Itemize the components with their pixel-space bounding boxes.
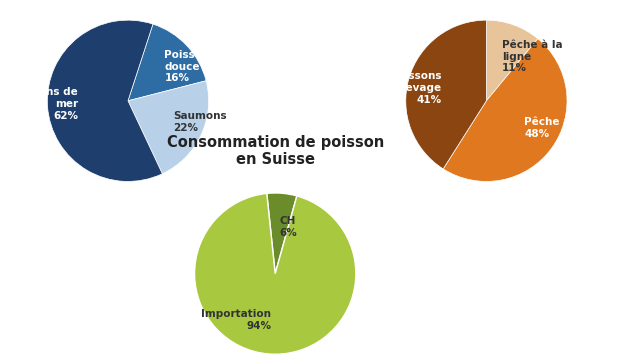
Text: Poissons de
mer
62%: Poissons de mer 62%: [8, 87, 78, 121]
Text: Pêche au filet
48%: Pêche au filet 48%: [524, 117, 605, 139]
Text: Importation
94%: Importation 94%: [202, 309, 271, 331]
Wedge shape: [406, 20, 486, 169]
Wedge shape: [128, 81, 209, 174]
Wedge shape: [267, 193, 297, 274]
Text: Pêche à la
ligne
11%: Pêche à la ligne 11%: [502, 40, 563, 73]
Text: CH
6%: CH 6%: [279, 216, 297, 238]
Text: Poissons
d'élevage
41%: Poissons d'élevage 41%: [385, 71, 442, 105]
Wedge shape: [128, 24, 206, 101]
Text: Saumons
22%: Saumons 22%: [173, 111, 227, 133]
Title: Consommation de poisson
en Suisse: Consommation de poisson en Suisse: [166, 135, 384, 167]
Wedge shape: [443, 39, 567, 181]
Wedge shape: [486, 20, 538, 101]
Text: Poissons d'eau
douce
16%: Poissons d'eau douce 16%: [164, 50, 252, 83]
Wedge shape: [47, 20, 163, 181]
Wedge shape: [195, 193, 356, 354]
